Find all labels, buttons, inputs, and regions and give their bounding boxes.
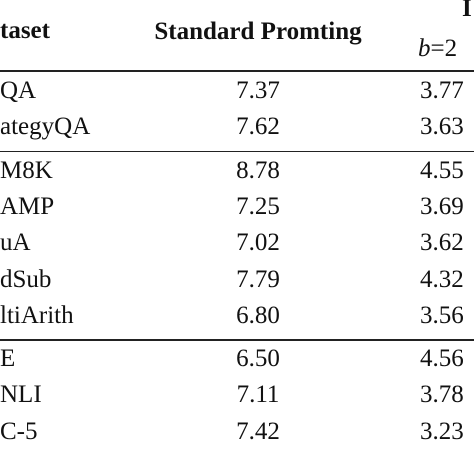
header-method: I bbox=[462, 0, 472, 22]
dataset-cell: dSub bbox=[0, 265, 52, 293]
dataset-cell: ltiArith bbox=[0, 301, 74, 329]
method-cell: 3.56 bbox=[420, 301, 464, 329]
method-cell: 3.69 bbox=[420, 192, 464, 220]
method-cell: 3.77 bbox=[420, 77, 464, 104]
method-cell: 3.23 bbox=[420, 417, 464, 445]
header-var: b bbox=[418, 35, 431, 62]
header-method-sub: b=2 bbox=[418, 34, 457, 64]
standard-cell: 7.79 bbox=[236, 265, 280, 293]
dataset-cell: uA bbox=[0, 229, 31, 257]
method-cell: 4.55 bbox=[420, 156, 464, 184]
header-rest: =2 bbox=[430, 35, 458, 62]
standard-cell: 8.78 bbox=[236, 156, 280, 184]
group-rule bbox=[0, 150, 474, 153]
dataset-cell: ategyQA bbox=[0, 113, 91, 141]
standard-cell: 7.62 bbox=[236, 113, 280, 141]
standard-cell: 7.25 bbox=[236, 192, 280, 220]
group-rule bbox=[0, 339, 474, 341]
dataset-cell: E bbox=[0, 345, 16, 373]
header-standard: Standard Promting bbox=[154, 18, 362, 45]
method-cell: 3.78 bbox=[420, 381, 464, 409]
header-rule bbox=[0, 70, 474, 72]
standard-cell: 6.50 bbox=[236, 345, 280, 373]
method-cell: 4.56 bbox=[420, 345, 464, 373]
method-cell: 4.32 bbox=[420, 265, 464, 293]
dataset-cell: C-5 bbox=[0, 417, 38, 445]
standard-cell: 7.37 bbox=[236, 77, 280, 104]
dataset-cell: QA bbox=[0, 77, 37, 104]
standard-cell: 7.11 bbox=[236, 381, 280, 409]
dataset-cell: M8K bbox=[0, 156, 53, 184]
standard-cell: 6.80 bbox=[236, 301, 280, 329]
method-cell: 3.63 bbox=[420, 113, 464, 141]
method-cell: 3.62 bbox=[420, 229, 464, 257]
standard-cell: 7.42 bbox=[236, 417, 280, 445]
dataset-cell: AMP bbox=[0, 192, 55, 220]
dataset-cell: NLI bbox=[0, 381, 42, 409]
header-dataset: taset bbox=[0, 17, 50, 44]
standard-cell: 7.02 bbox=[236, 229, 280, 257]
